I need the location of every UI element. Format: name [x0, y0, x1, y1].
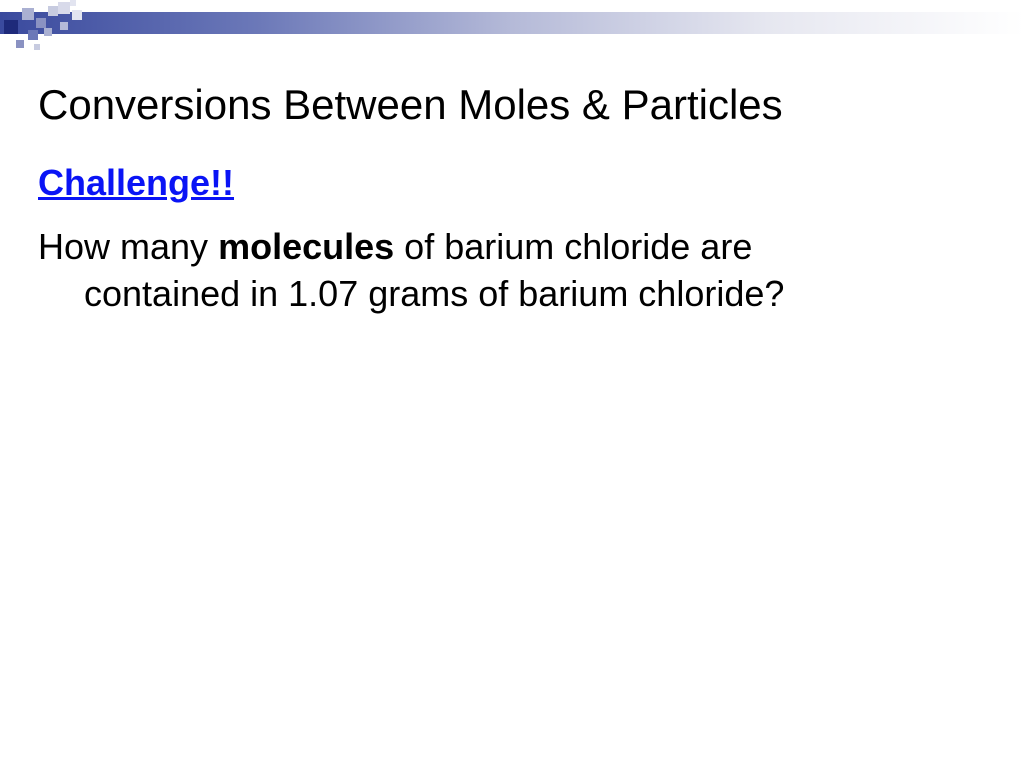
- slide: Conversions Between Moles & Particles Ch…: [0, 0, 1024, 768]
- pixel-square: [36, 18, 46, 28]
- question-part-2: of barium chloride are: [404, 226, 752, 267]
- content-area: Conversions Between Moles & Particles Ch…: [38, 80, 986, 318]
- gradient-bar: [0, 12, 1024, 34]
- top-decorative-band: [0, 0, 1024, 50]
- pixel-square: [60, 22, 68, 30]
- question-part-1: How many: [38, 226, 218, 267]
- pixel-square: [44, 28, 52, 36]
- pixel-square: [48, 6, 58, 16]
- pixel-corner-decoration: [0, 0, 90, 60]
- pixel-square: [28, 30, 38, 40]
- slide-title: Conversions Between Moles & Particles: [38, 80, 986, 130]
- pixel-square: [4, 20, 18, 34]
- pixel-square: [72, 10, 82, 20]
- pixel-square: [16, 40, 24, 48]
- challenge-heading: Challenge!!: [38, 162, 986, 204]
- question-part-3: contained in 1.07 grams of barium chlori…: [38, 271, 986, 318]
- question-bold-word: molecules: [218, 226, 394, 267]
- pixel-square: [34, 44, 40, 50]
- pixel-square: [22, 8, 34, 20]
- pixel-square: [70, 0, 76, 6]
- question-text: How many molecules of barium chloride ar…: [38, 224, 986, 318]
- pixel-square: [58, 2, 70, 14]
